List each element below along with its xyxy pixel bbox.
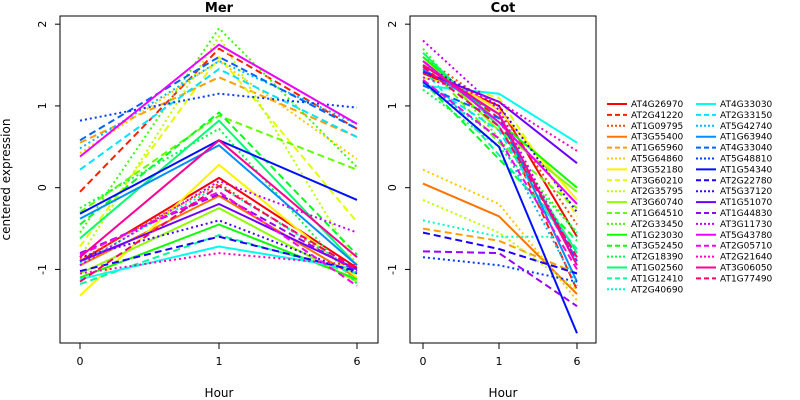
mer-series-line-at3g60210 bbox=[79, 55, 358, 248]
cot-series-line-at1g12410 bbox=[422, 68, 578, 250]
legend-label: AT1G02560 bbox=[631, 264, 684, 274]
cot-series-line-at2g40690 bbox=[422, 219, 577, 238]
legend-label: AT1G65960 bbox=[631, 144, 684, 154]
legend-label: AT3G60740 bbox=[631, 198, 684, 208]
legend-label: AT3G11730 bbox=[720, 220, 773, 230]
mer-series-line-at4g33030 bbox=[79, 245, 358, 281]
cot-series-line-at2g22780 bbox=[422, 231, 578, 275]
legend-label: AT1G51070 bbox=[720, 198, 773, 208]
cot-series-line-at5g42740 bbox=[422, 82, 578, 287]
mer-series-line-at5g42740 bbox=[79, 60, 358, 150]
legend-label: AT2G41220 bbox=[631, 111, 684, 121]
mer-series-line-at5g43780 bbox=[79, 43, 358, 158]
cot-series-line-at2g33150 bbox=[422, 80, 578, 262]
cot-x-axis-label: Hour bbox=[489, 386, 518, 400]
legend-label: AT5G42740 bbox=[720, 122, 773, 132]
legend-label: AT5G43780 bbox=[720, 231, 773, 241]
cot-x-tick-label: 6 bbox=[574, 355, 581, 368]
cot-series-line-at5g64860 bbox=[422, 168, 578, 302]
cot-y-tick-label: 0 bbox=[386, 184, 399, 191]
legend-label: AT3G06050 bbox=[720, 264, 773, 274]
legend-label: AT2G18390 bbox=[631, 253, 684, 263]
mer-series-line-at3g06050 bbox=[79, 139, 358, 258]
legend-label: AT5G64860 bbox=[631, 155, 684, 165]
cot-series-line-at2g41220 bbox=[422, 60, 578, 291]
cot-panel-title: Cot bbox=[491, 1, 516, 16]
mer-y-tick-label: -1 bbox=[36, 264, 49, 275]
mer-series-line-at3g60740 bbox=[79, 207, 358, 283]
cot-series-line-at2g21640 bbox=[422, 76, 578, 152]
y-axis-label: centered expression bbox=[0, 119, 13, 241]
legend-label: AT3G52450 bbox=[631, 242, 684, 252]
mer-y-tick-label: 1 bbox=[36, 102, 49, 109]
cot-series-line-at5g37120 bbox=[422, 64, 578, 213]
cot-series-line-at3g11730 bbox=[422, 39, 578, 262]
mer-series-line-at1g77490 bbox=[79, 185, 358, 283]
mer-series-line-at2g41220 bbox=[79, 47, 358, 193]
mer-x-tick-label: 6 bbox=[354, 355, 361, 368]
mer-series-line-at1g63940 bbox=[79, 144, 358, 267]
legend-label: AT1G77490 bbox=[720, 274, 773, 284]
mer-series-line-at3g52450 bbox=[79, 111, 358, 256]
legend-label: AT3G52180 bbox=[631, 165, 684, 175]
mer-x-tick-label: 0 bbox=[77, 355, 84, 368]
legend-label: AT2G22780 bbox=[720, 176, 773, 186]
legend-label: AT4G33040 bbox=[720, 144, 773, 154]
legend-label: AT5G48810 bbox=[720, 155, 773, 165]
mer-panel-frame bbox=[59, 15, 379, 344]
cot-x-tick-label: 0 bbox=[420, 355, 427, 368]
cot-y-tick-label: -1 bbox=[386, 264, 399, 275]
legend-label: AT1G09795 bbox=[631, 122, 683, 132]
legend-label: AT1G44830 bbox=[720, 209, 773, 219]
cot-x-tick-label: 1 bbox=[496, 355, 503, 368]
mer-series-line-at1g51070 bbox=[79, 203, 358, 271]
cot-series-line-at5g48810 bbox=[422, 256, 578, 283]
mer-series-line-at2g33150 bbox=[79, 68, 358, 171]
mer-series-line-at5g64860 bbox=[79, 60, 358, 160]
mer-series-line-at3g11730 bbox=[79, 180, 358, 267]
mer-x-tick-label: 1 bbox=[216, 355, 223, 368]
legend-label: AT1G54340 bbox=[720, 165, 773, 175]
legend-label: AT1G63940 bbox=[720, 133, 773, 143]
mer-series-line-at1g64510 bbox=[79, 114, 358, 214]
legend-label: AT2G05710 bbox=[720, 242, 773, 252]
mer-y-tick-label: 2 bbox=[36, 21, 49, 28]
legend-label: AT3G55400 bbox=[631, 133, 684, 143]
legend-label: AT5G37120 bbox=[720, 187, 773, 197]
cot-series-line-at4g33030 bbox=[422, 84, 578, 144]
cot-panel-frame bbox=[409, 15, 597, 344]
legend-label: AT1G23030 bbox=[631, 231, 684, 241]
legend-label: AT4G26970 bbox=[631, 100, 684, 110]
mer-series-line-at4g33040 bbox=[79, 55, 358, 142]
mer-y-tick-label: 0 bbox=[36, 184, 49, 191]
cot-y-tick-label: 2 bbox=[386, 21, 399, 28]
mer-panel-title: Mer bbox=[205, 1, 234, 16]
legend-label: AT2G33450 bbox=[631, 220, 684, 230]
legend-label: AT2G33150 bbox=[720, 111, 773, 121]
legend-label: AT4G33030 bbox=[720, 100, 773, 110]
mer-series-line-at2g35795 bbox=[79, 35, 358, 266]
cot-series-line-at3g52450 bbox=[422, 80, 578, 242]
cot-series-line-at1g54340 bbox=[422, 80, 578, 334]
legend-label: AT2G40690 bbox=[631, 285, 684, 295]
legend-label: AT2G21640 bbox=[720, 253, 773, 263]
cot-series-line-at1g65960 bbox=[422, 227, 578, 275]
legend-label: AT1G64510 bbox=[631, 209, 684, 219]
legend-label: AT2G35795 bbox=[631, 187, 683, 197]
mer-series-line-at2g22780 bbox=[79, 235, 358, 273]
mer-series-line-at5g48810 bbox=[79, 92, 358, 122]
mer-series-line-at1g65960 bbox=[79, 76, 358, 144]
legend-label: AT3G60210 bbox=[631, 176, 684, 186]
cot-series-line-at1g77490 bbox=[422, 65, 578, 258]
cot-series-line-at1g44830 bbox=[422, 250, 578, 308]
mer-series-line-at2g18390 bbox=[79, 127, 358, 285]
mer-series-line-at2g21640 bbox=[79, 252, 358, 275]
legend-label: AT1G12410 bbox=[631, 274, 684, 284]
mer-x-axis-label: Hour bbox=[205, 386, 234, 400]
mer-series-line-at2g05710 bbox=[79, 190, 358, 287]
cot-y-tick-label: 1 bbox=[386, 102, 399, 109]
